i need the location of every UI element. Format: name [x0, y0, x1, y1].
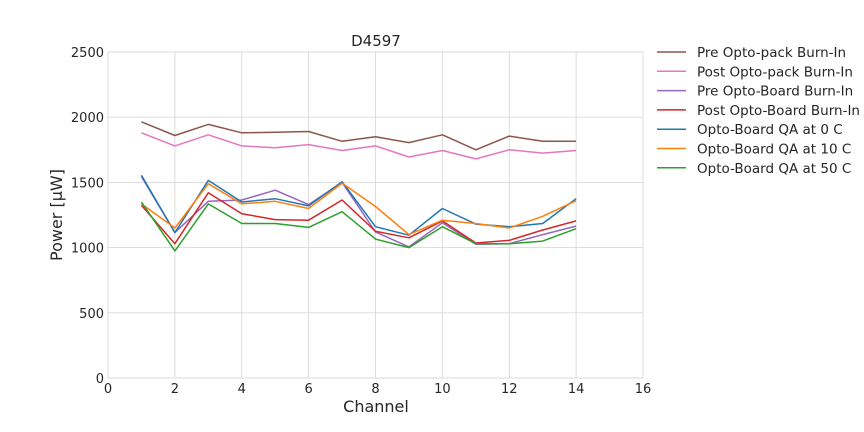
- series-line-1: [141, 121, 577, 151]
- series-line-5: [140, 174, 577, 236]
- x-axis-label: Channel: [343, 397, 409, 416]
- y-tick-label: 500: [79, 307, 104, 322]
- series-line-7: [140, 201, 577, 252]
- legend-label: Pre Opto-pack Burn-In: [697, 45, 846, 61]
- y-tick-label: 0: [96, 372, 104, 387]
- legend-label: Post Opto-Board Burn-In: [697, 103, 860, 119]
- legend-label: Pre Opto-Board Burn-In: [697, 84, 853, 100]
- x-tick-labels: 0 2 4 6 8 10 12 14 16: [104, 382, 651, 397]
- series-lines: [140, 121, 577, 252]
- y-tick-labels: 0 500 1000 1500 2000 2500: [71, 46, 104, 387]
- y-tick-label: 2000: [71, 111, 104, 126]
- legend-label: Opto-Board QA at 10 C: [697, 142, 851, 158]
- x-tick-label: 16: [635, 382, 652, 397]
- x-tick-label: 6: [304, 382, 312, 397]
- series-line-4: [140, 192, 577, 245]
- y-tick-label: 1500: [71, 176, 104, 191]
- chart-title: D4597: [351, 32, 401, 50]
- y-axis-label: Power [μW]: [47, 169, 66, 261]
- y-tick-label: 1000: [71, 242, 104, 257]
- x-tick-label: 10: [434, 382, 451, 397]
- legend-label: Opto-Board QA at 50 C: [697, 161, 851, 177]
- grid: [107, 51, 644, 379]
- legend-label: Opto-Board QA at 0 C: [697, 122, 843, 138]
- x-tick-label: 4: [238, 382, 246, 397]
- y-tick-label: 2500: [71, 46, 104, 61]
- x-tick-label: 8: [371, 382, 379, 397]
- series-line-2: [141, 132, 577, 160]
- series-line-6: [140, 182, 577, 236]
- x-tick-label: 14: [568, 382, 585, 397]
- legend: Pre Opto-pack Burn-In Post Opto-pack Burn…: [657, 45, 860, 177]
- x-tick-label: 12: [501, 382, 518, 397]
- legend-label: Post Opto-pack Burn-In: [697, 64, 853, 80]
- x-tick-label: 0: [104, 382, 112, 397]
- x-tick-label: 2: [171, 382, 179, 397]
